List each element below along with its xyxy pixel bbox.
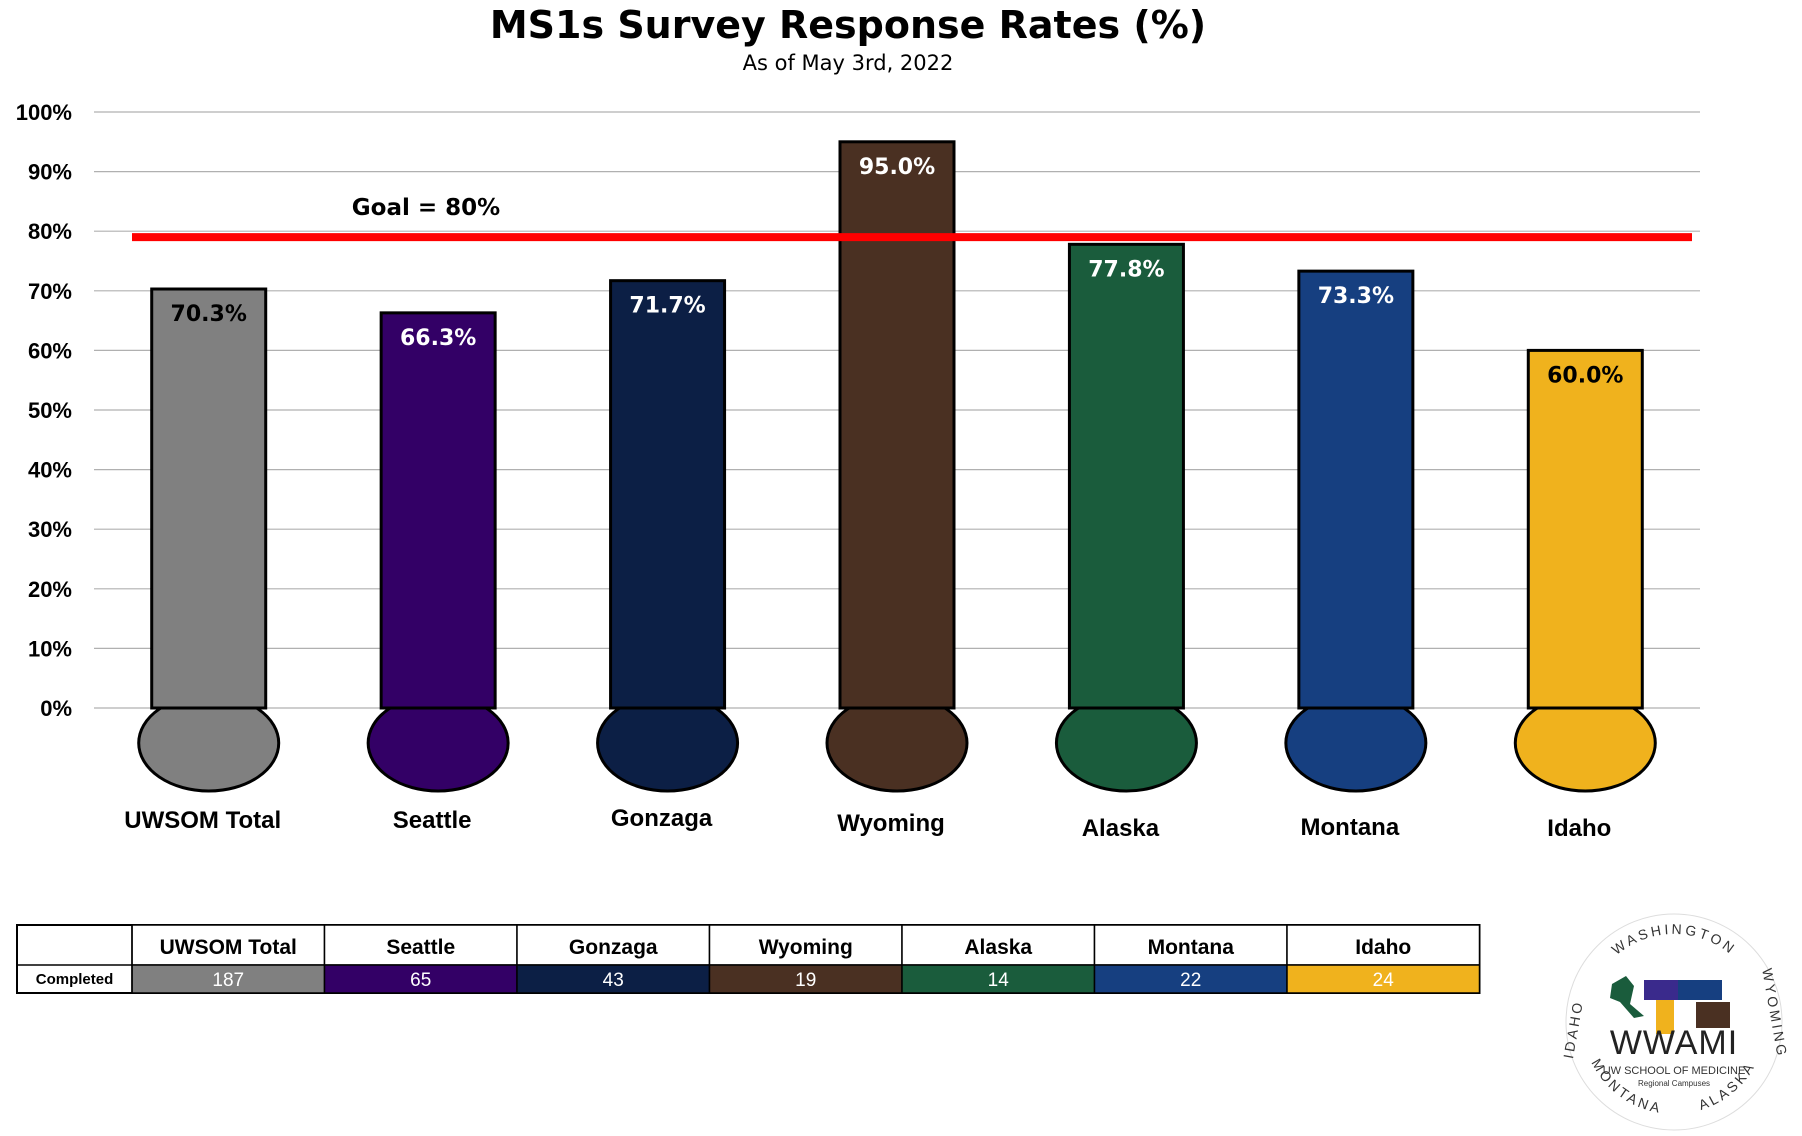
y-tick-label: 0% <box>40 696 72 721</box>
category-label: Alaska <box>1082 815 1160 842</box>
logo-school: UW SCHOOL OF MEDICINE <box>1603 1065 1746 1077</box>
logo-wwami: WWAMI <box>1610 1024 1738 1062</box>
table-value-cell <box>1093 964 1288 994</box>
table-value: 187 <box>212 970 244 991</box>
table-header: Wyoming <box>759 936 853 959</box>
y-tick-label: 20% <box>28 577 72 602</box>
table-value: 22 <box>1180 970 1201 991</box>
table-row-label: Completed <box>36 971 114 988</box>
bar-value-label: 77.8% <box>1088 257 1164 282</box>
bar-value-label: 66.3% <box>400 326 476 351</box>
bar-value-label: 70.3% <box>171 302 247 327</box>
category-label: Gonzaga <box>611 805 713 832</box>
bar-value-label: 95.0% <box>859 155 935 180</box>
completed-table: Completed UWSOM Total 187 Seattle 65 Gonzaga 4… <box>16 924 1481 994</box>
y-tick-label: 60% <box>28 338 72 363</box>
table-value: 43 <box>603 970 624 991</box>
y-tick-label: 70% <box>28 279 72 304</box>
bar <box>609 279 727 710</box>
table-header: UWSOM Total <box>160 936 297 959</box>
y-tick-label: 10% <box>28 636 72 661</box>
states-map-icon <box>1610 976 1730 1034</box>
category-label: Montana <box>1301 814 1400 841</box>
table-value: 24 <box>1373 970 1395 991</box>
y-tick-label: 40% <box>28 458 72 483</box>
table-value-cell <box>901 964 1096 994</box>
table-value-cell <box>708 964 903 994</box>
table-header: Seattle <box>386 936 455 959</box>
table-value-cell <box>323 964 518 994</box>
table-header: Idaho <box>1355 936 1411 959</box>
y-axis-ticks: 0% 10% 20% 30% 40% 50% 60% 70% 80% 90% 100% <box>16 100 72 721</box>
bar <box>838 140 956 710</box>
bar <box>379 311 497 710</box>
y-tick-label: 50% <box>28 398 72 423</box>
y-tick-label: 90% <box>28 160 72 185</box>
table-header: Montana <box>1148 936 1235 959</box>
bar <box>1067 242 1185 710</box>
y-tick-label: 100% <box>16 100 72 125</box>
goal-line-group: Goal = 80% <box>132 195 1692 242</box>
bar <box>1297 269 1415 710</box>
table-header-cell <box>901 924 1096 966</box>
category-labels: UWSOM Total Seattle Gonzaga Wyoming Alaska Mo… <box>124 805 1611 842</box>
table-value: 65 <box>410 970 431 991</box>
table-header-cell <box>516 924 711 966</box>
table-header: Alaska <box>964 936 1032 959</box>
y-tick-label: 30% <box>28 517 72 542</box>
bar <box>1526 348 1644 710</box>
table-value-cell <box>1286 964 1481 994</box>
logo-campuses: Regional Campuses <box>1638 1079 1710 1088</box>
table-value: 14 <box>988 970 1010 991</box>
bars: 70.3% 66.3% 71.7% 95.0% 77.8% 73.3% 60.0% <box>137 140 1657 793</box>
category-label: Idaho <box>1547 815 1611 842</box>
goal-label: Goal = 80% <box>352 195 500 221</box>
table-value: 19 <box>795 970 816 991</box>
category-label: Wyoming <box>837 810 945 837</box>
bar-value-label: 60.0% <box>1547 363 1623 388</box>
category-label: Seattle <box>393 807 472 834</box>
y-tick-label: 80% <box>28 219 72 244</box>
table-header: Gonzaga <box>569 936 658 959</box>
table-value-cell <box>516 964 711 994</box>
bar-value-label: 71.7% <box>629 294 705 319</box>
category-label: UWSOM Total <box>124 807 281 834</box>
chart-subtitle: As of May 3rd, 2022 <box>743 51 954 75</box>
chart-title: MS1s Survey Response Rates (%) <box>490 3 1206 47</box>
wwami-logo: WASHINGTON MONTANA ALASKA IDAHO WYOMING … <box>1560 913 1791 1131</box>
table-value-cell <box>131 964 326 994</box>
table-header-cell <box>708 924 903 966</box>
bar <box>150 287 268 710</box>
bar-value-label: 73.3% <box>1318 284 1394 309</box>
